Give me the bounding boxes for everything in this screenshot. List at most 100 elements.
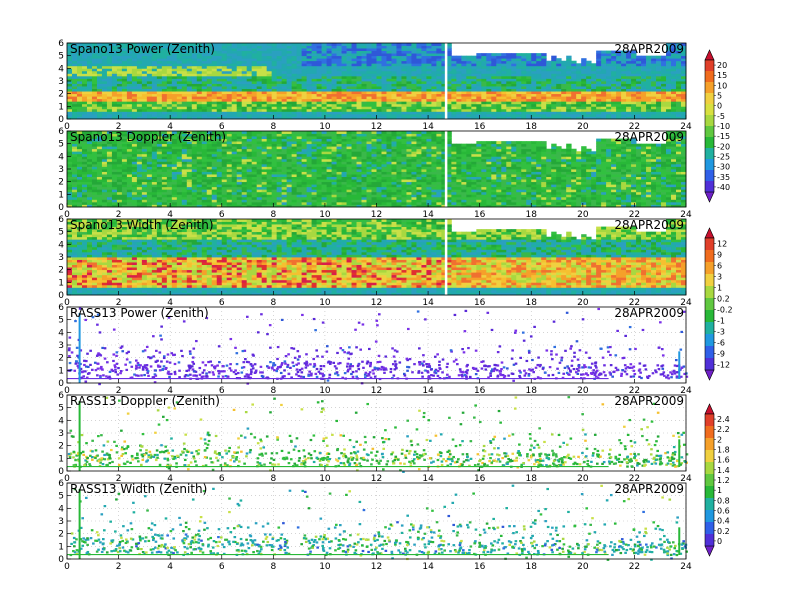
heatmap-cell (536, 55, 542, 59)
heatmap-cell (496, 103, 502, 107)
heatmap-cell (571, 68, 577, 72)
heatmap-cell (67, 101, 73, 105)
heatmap-cell (361, 75, 367, 79)
heatmap-cell (666, 50, 672, 54)
heatmap-cell (96, 191, 103, 195)
heatmap-cell (176, 166, 183, 170)
heatmap-cell (636, 96, 642, 100)
heatmap-cell (271, 161, 278, 165)
heatmap-cell (296, 191, 303, 195)
heatmap-cell (416, 53, 422, 57)
heatmap-cell (466, 91, 472, 95)
heatmap-cell (211, 75, 218, 79)
heatmap-cell (301, 153, 308, 157)
heatmap-cell (171, 43, 178, 46)
heatmap-cell (466, 68, 472, 72)
heatmap-cell (226, 163, 233, 167)
heatmap-cell (296, 141, 303, 145)
heatmap-cell (531, 88, 537, 92)
heatmap-cell (116, 58, 123, 62)
heatmap-cell (171, 189, 178, 193)
heatmap-cell (416, 116, 422, 120)
heatmap-cell (106, 189, 113, 193)
heatmap-cell (271, 68, 278, 72)
heatmap-cell (326, 65, 332, 69)
heatmap-cell (261, 146, 268, 150)
heatmap-cell (67, 138, 73, 142)
heatmap-cell (206, 196, 213, 200)
heatmap-cell (376, 116, 382, 120)
heatmap-cell (636, 81, 642, 84)
heatmap-cell (446, 73, 452, 77)
heatmap-cell (91, 141, 98, 145)
heatmap-cell (266, 103, 273, 107)
heatmap-cell (286, 48, 293, 51)
heatmap-cell (186, 174, 193, 177)
heatmap-cell (331, 111, 337, 115)
heatmap-cell (356, 86, 362, 89)
heatmap-cell (321, 70, 327, 74)
heatmap-cell (96, 81, 103, 84)
heatmap-cell (146, 116, 153, 120)
heatmap-cell (661, 63, 667, 67)
heatmap-cell (191, 45, 198, 49)
heatmap-cell (136, 45, 143, 49)
heatmap-cell (481, 68, 487, 72)
heatmap-cell (336, 111, 342, 115)
heatmap-cell (331, 70, 337, 74)
heatmap-cell (391, 73, 397, 77)
heatmap-cell (501, 98, 507, 102)
heatmap-cell (486, 83, 492, 87)
heatmap-cell (656, 106, 662, 110)
heatmap-cell (511, 108, 517, 112)
heatmap-cell (176, 176, 183, 180)
heatmap-cell (261, 184, 268, 188)
heatmap-cell (116, 156, 123, 160)
heatmap-cell (276, 108, 283, 112)
heatmap-cell (171, 68, 178, 72)
heatmap-cell (576, 70, 582, 74)
heatmap-cell (106, 55, 113, 59)
heatmap-cell (306, 48, 312, 51)
heatmap-cell (651, 73, 657, 77)
heatmap-cell (611, 81, 617, 84)
heatmap-cell (296, 136, 303, 139)
heatmap-cell (236, 63, 243, 67)
heatmap-cell (261, 81, 268, 84)
heatmap-cell (201, 153, 208, 157)
heatmap-cell (496, 68, 502, 72)
heatmap-cell (161, 48, 168, 51)
heatmap-cell (211, 138, 218, 142)
heatmap-cell (211, 156, 218, 160)
heatmap-cell (156, 153, 163, 157)
heatmap-cell (511, 106, 517, 110)
heatmap-cell (371, 101, 377, 105)
heatmap-cell (166, 163, 173, 167)
heatmap-cell (591, 93, 597, 97)
heatmap-cell (101, 196, 108, 200)
heatmap-cell (346, 60, 352, 64)
heatmap-cell (161, 106, 168, 110)
heatmap-cell (121, 153, 128, 157)
heatmap-cell (101, 68, 108, 72)
heatmap-cell (461, 78, 467, 82)
heatmap-cell (221, 181, 228, 185)
heatmap-cell (201, 186, 208, 190)
heatmap-cell (121, 143, 128, 147)
heatmap-cell (266, 138, 273, 142)
heatmap-cell (671, 88, 677, 92)
heatmap-cell (416, 88, 422, 92)
heatmap-cell (86, 181, 93, 185)
heatmap-cell (141, 148, 148, 152)
heatmap-cell (141, 189, 148, 193)
heatmap-cell (631, 55, 637, 59)
heatmap-cell (561, 60, 567, 64)
heatmap-cell (231, 113, 238, 117)
heatmap-cell (171, 65, 178, 69)
heatmap-cell (67, 86, 73, 89)
heatmap-cell (151, 153, 158, 157)
heatmap-cell (321, 75, 327, 79)
heatmap-cell (661, 55, 667, 59)
heatmap-cell (396, 113, 402, 117)
heatmap-cell (266, 73, 273, 77)
